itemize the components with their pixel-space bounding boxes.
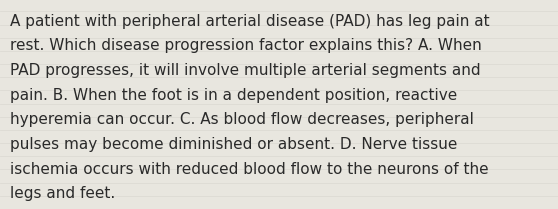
Text: hyperemia can occur. C. As blood flow decreases, peripheral: hyperemia can occur. C. As blood flow de… bbox=[10, 112, 474, 127]
Text: rest. Which disease progression factor explains this? A. When: rest. Which disease progression factor e… bbox=[10, 38, 482, 53]
Text: ischemia occurs with reduced blood flow to the neurons of the: ischemia occurs with reduced blood flow … bbox=[10, 162, 489, 177]
Text: A patient with peripheral arterial disease (PAD) has leg pain at: A patient with peripheral arterial disea… bbox=[10, 14, 490, 29]
Text: legs and feet.: legs and feet. bbox=[10, 186, 116, 201]
Text: pulses may become diminished or absent. D. Nerve tissue: pulses may become diminished or absent. … bbox=[10, 137, 458, 152]
Text: PAD progresses, it will involve multiple arterial segments and: PAD progresses, it will involve multiple… bbox=[10, 63, 480, 78]
Text: pain. B. When the foot is in a dependent position, reactive: pain. B. When the foot is in a dependent… bbox=[10, 88, 458, 103]
